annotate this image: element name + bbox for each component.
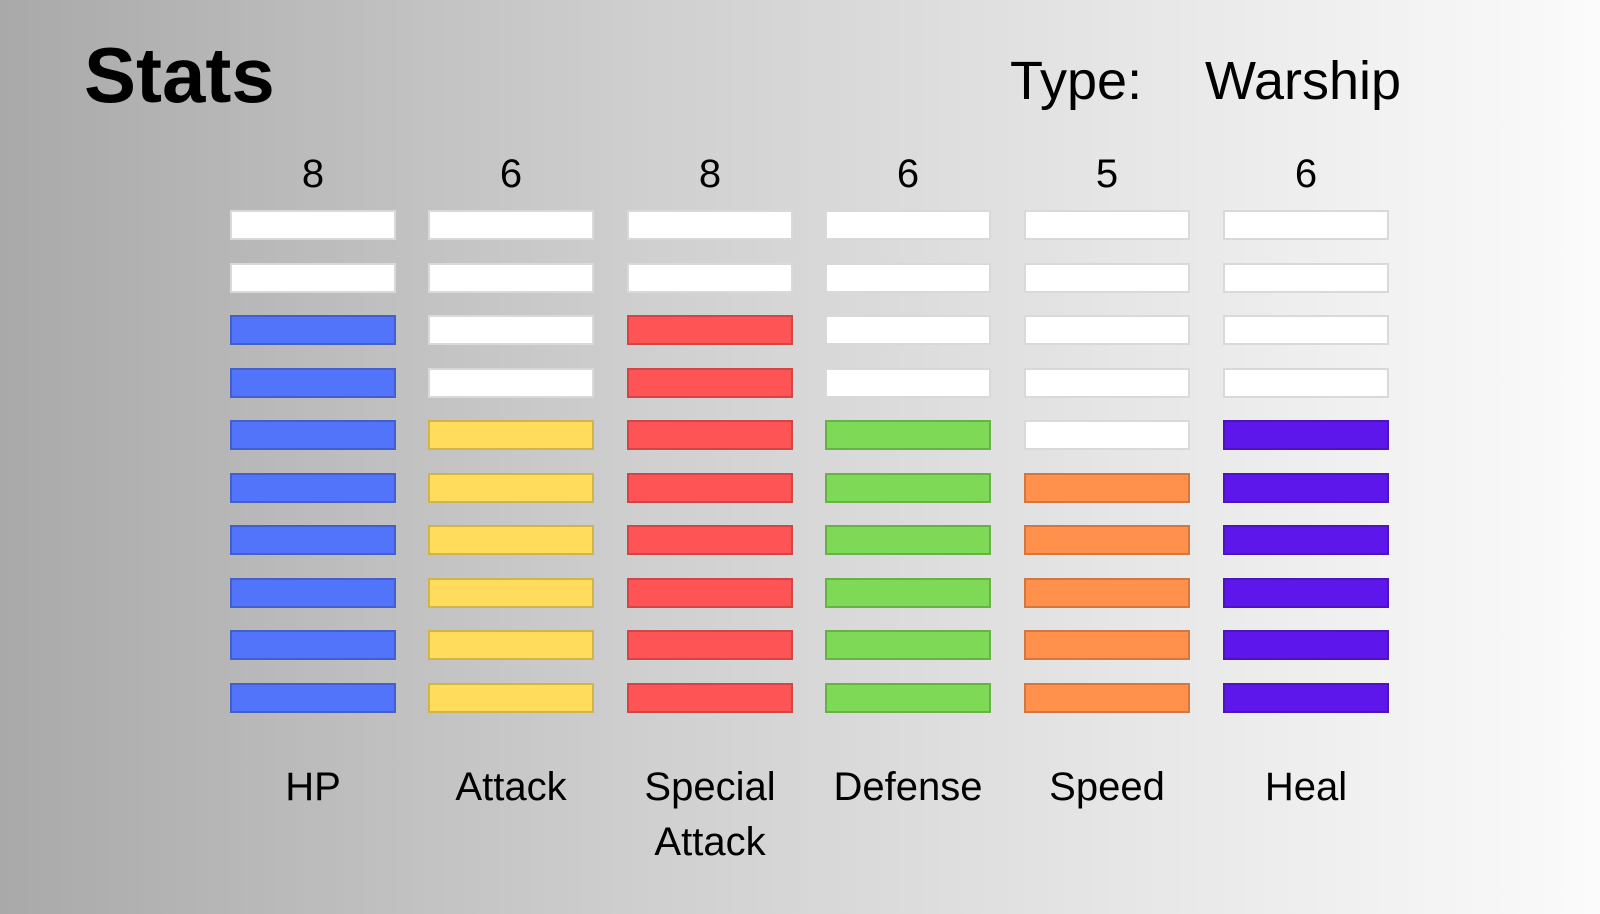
stat-name-defense: Defense xyxy=(805,760,1011,815)
stat-value-hp: 8 xyxy=(301,152,325,196)
stat-block-filled xyxy=(627,578,793,608)
stat-block-empty xyxy=(1223,315,1389,345)
stat-block-filled xyxy=(825,420,991,450)
stat-block-empty xyxy=(1223,210,1389,240)
stat-block-filled xyxy=(1024,630,1190,660)
stat-block-filled xyxy=(825,525,991,555)
stat-name-line: Attack xyxy=(455,765,567,809)
stat-block-filled xyxy=(825,683,991,713)
stat-column-special-attack: 8 Special Attack xyxy=(627,0,793,914)
stat-value-attack: 6 xyxy=(499,152,523,196)
stat-block-empty xyxy=(428,210,594,240)
stat-block-filled xyxy=(1024,578,1190,608)
stat-block-filled xyxy=(230,420,396,450)
stat-block-empty xyxy=(1024,315,1190,345)
stat-block-filled xyxy=(428,630,594,660)
stat-block-filled xyxy=(1223,473,1389,503)
stat-block-empty xyxy=(1024,368,1190,398)
stat-name-line: Speed xyxy=(1049,765,1165,809)
stat-name-line: Defense xyxy=(833,765,983,809)
stat-block-empty xyxy=(1024,420,1190,450)
stat-value-heal: 6 xyxy=(1294,152,1318,196)
stat-name-hp: HP xyxy=(210,760,416,815)
stat-block-filled xyxy=(428,578,594,608)
stat-block-filled xyxy=(1223,525,1389,555)
type-value: Warship xyxy=(1205,51,1402,111)
stat-block-empty xyxy=(1223,263,1389,293)
stat-block-filled xyxy=(627,315,793,345)
stat-column-heal: 6 Heal xyxy=(1223,0,1389,914)
stat-name-line: Attack xyxy=(654,820,766,864)
stat-block-empty xyxy=(627,263,793,293)
stat-block-filled xyxy=(627,368,793,398)
stat-block-empty xyxy=(230,210,396,240)
type-label: Type: xyxy=(1010,51,1143,111)
stat-block-filled xyxy=(428,420,594,450)
stat-block-filled xyxy=(1223,420,1389,450)
stats-title: Stats xyxy=(84,31,275,119)
stat-block-empty xyxy=(1024,210,1190,240)
stat-block-filled xyxy=(1024,473,1190,503)
stat-block-filled xyxy=(230,525,396,555)
stat-name-line: Special xyxy=(644,765,776,809)
stat-block-filled xyxy=(1223,578,1389,608)
stat-block-filled xyxy=(627,683,793,713)
stat-value-special-attack: 8 xyxy=(698,152,722,196)
stat-block-filled xyxy=(1223,630,1389,660)
stat-block-filled xyxy=(627,473,793,503)
stat-name-line: HP xyxy=(285,765,341,809)
stat-block-empty xyxy=(825,368,991,398)
stat-column-defense: 6 Defense xyxy=(825,0,991,914)
stat-block-empty xyxy=(428,315,594,345)
stat-block-empty xyxy=(428,263,594,293)
stat-block-filled xyxy=(230,683,396,713)
stat-block-filled xyxy=(627,420,793,450)
stat-column-attack: 6 Attack xyxy=(428,0,594,914)
stat-block-filled xyxy=(428,683,594,713)
stat-value-speed: 5 xyxy=(1095,152,1119,196)
stat-block-filled xyxy=(230,578,396,608)
stat-block-filled xyxy=(825,578,991,608)
stat-block-filled xyxy=(825,630,991,660)
stat-name-speed: Speed xyxy=(1004,760,1210,815)
stat-name-attack: Attack xyxy=(408,760,614,815)
stat-block-filled xyxy=(627,525,793,555)
stat-block-empty xyxy=(825,210,991,240)
stat-column-hp: 8 HP xyxy=(230,0,396,914)
stat-name-line: Heal xyxy=(1264,765,1348,809)
stat-block-filled xyxy=(1223,683,1389,713)
stat-block-empty xyxy=(825,315,991,345)
stat-block-empty xyxy=(1223,368,1389,398)
stat-name-special-attack: Special Attack xyxy=(607,760,813,870)
stat-block-filled xyxy=(627,630,793,660)
stat-block-empty xyxy=(627,210,793,240)
stat-block-empty xyxy=(230,263,396,293)
stat-block-filled xyxy=(230,473,396,503)
stat-block-filled xyxy=(825,473,991,503)
stat-block-filled xyxy=(1024,525,1190,555)
stat-block-filled xyxy=(1024,683,1190,713)
stat-block-filled xyxy=(428,525,594,555)
stat-block-filled xyxy=(428,473,594,503)
stat-column-speed: 5 Speed xyxy=(1024,0,1190,914)
stat-block-empty xyxy=(825,263,991,293)
stat-block-filled xyxy=(230,315,396,345)
stat-value-defense: 6 xyxy=(896,152,920,196)
stat-block-filled xyxy=(230,630,396,660)
stat-block-filled xyxy=(230,368,396,398)
stat-name-heal: Heal xyxy=(1203,760,1409,815)
stat-block-empty xyxy=(1024,263,1190,293)
stat-block-empty xyxy=(428,368,594,398)
